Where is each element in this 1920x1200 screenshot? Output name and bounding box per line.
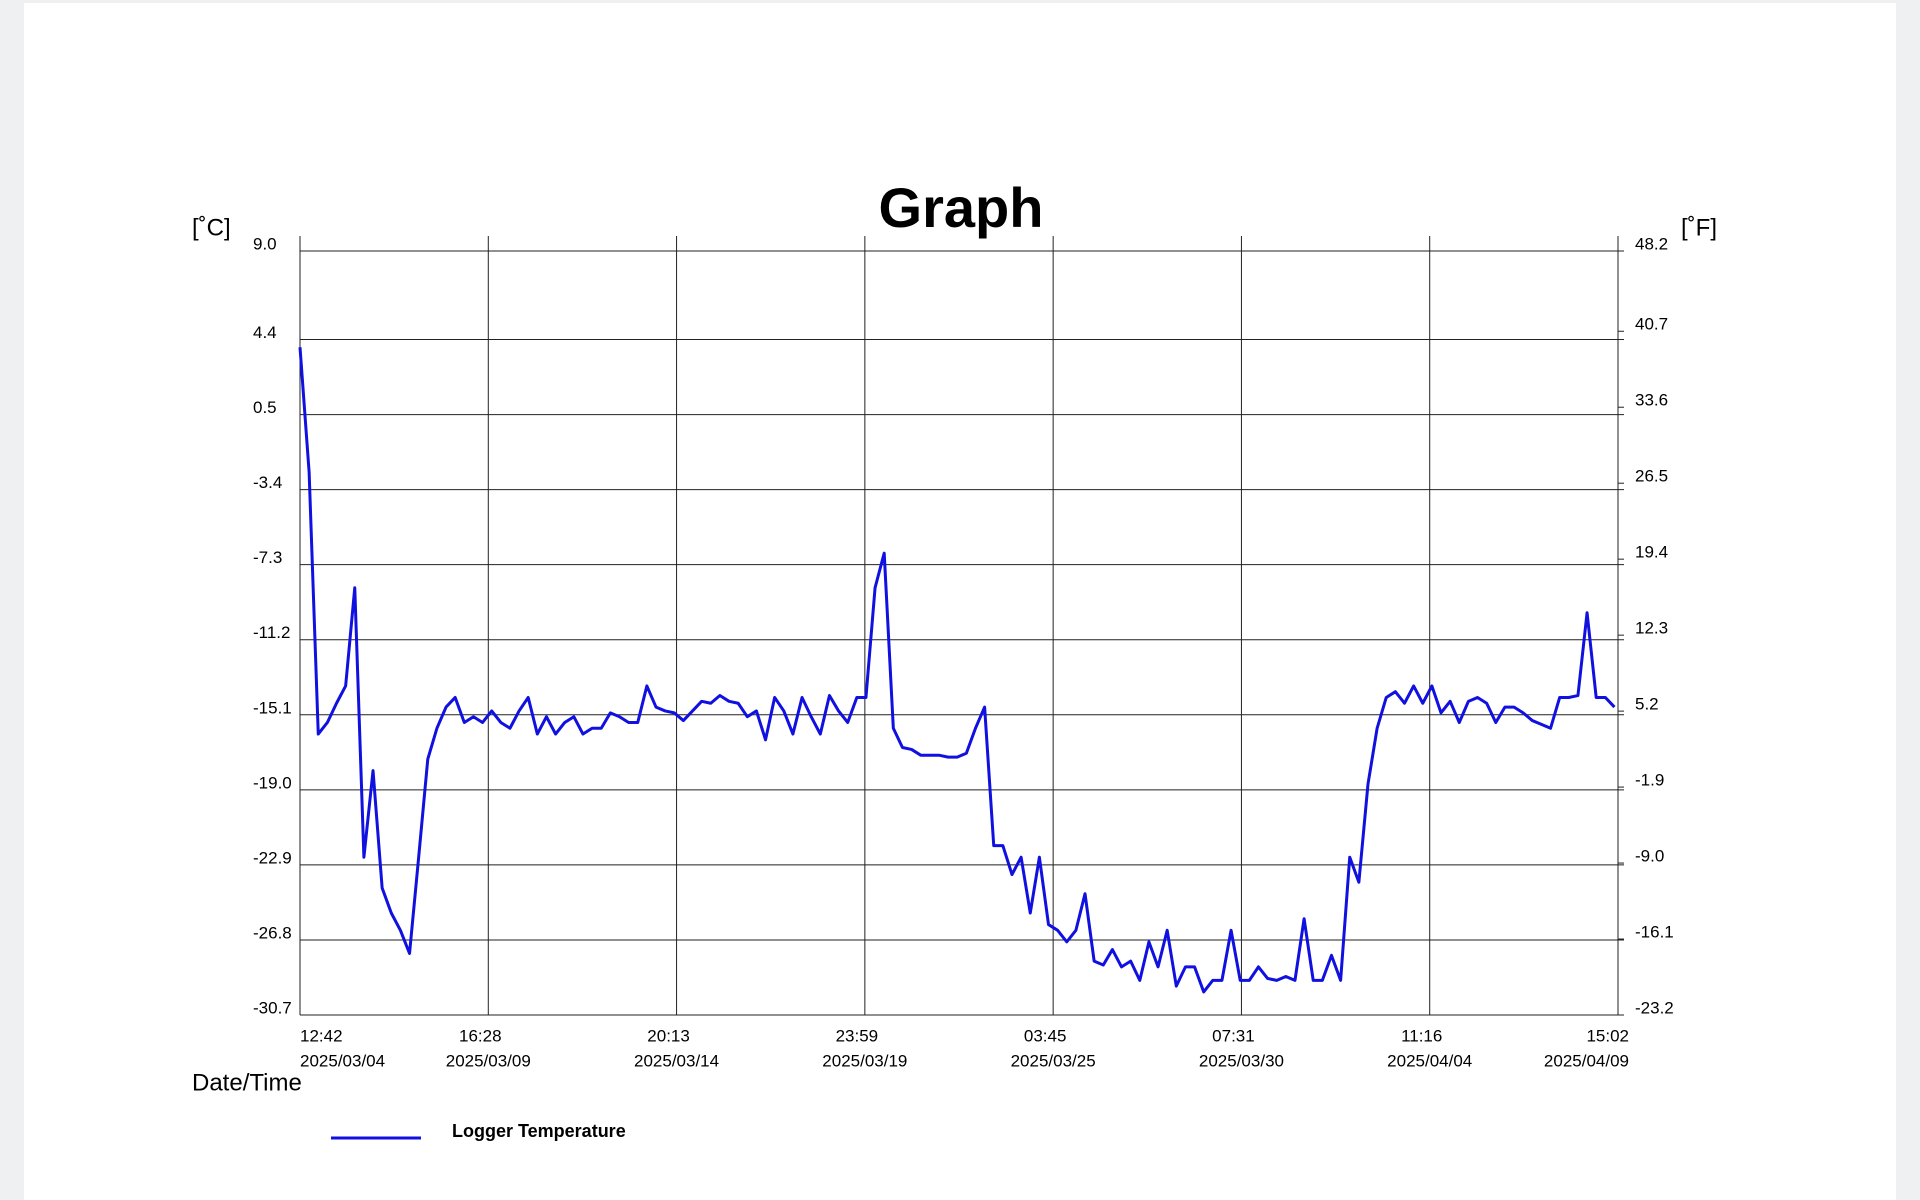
- y-tick-label: 4.4: [253, 323, 277, 342]
- x-tick-time: 23:59: [836, 1026, 879, 1045]
- y-tick-label: -30.7: [253, 998, 292, 1017]
- x-tick-date: 2025/04/04: [1387, 1051, 1472, 1070]
- y-tick-label: -19.0: [253, 773, 292, 792]
- chart-title: Graph: [879, 176, 1044, 239]
- x-tick-time: 15:02: [1586, 1026, 1629, 1045]
- y-tick-label: -15.1: [253, 698, 292, 717]
- x-tick-date: 2025/03/30: [1199, 1051, 1284, 1070]
- y-tick-label: -7.3: [253, 548, 282, 567]
- y-tick-label: 0.5: [253, 398, 277, 417]
- x-tick-time: 20:13: [647, 1026, 690, 1045]
- y2-tick-label: 33.6: [1635, 391, 1668, 410]
- x-tick-date: 2025/03/09: [446, 1051, 531, 1070]
- y2-tick-label: 19.4: [1635, 543, 1668, 562]
- x-axis-label: Date/Time: [192, 1069, 302, 1096]
- y2-tick-label: -23.2: [1635, 998, 1674, 1017]
- panel: [24, 3, 1896, 1200]
- y-tick-label: -22.9: [253, 848, 292, 867]
- data-line: [298, 347, 1616, 994]
- y2-tick-label: 12.3: [1635, 619, 1668, 638]
- legend-label: Logger Temperature: [452, 1121, 626, 1141]
- x-tick-time: 11:16: [1401, 1026, 1442, 1045]
- y-tick-label: -3.4: [253, 473, 282, 492]
- y2-tick-label: -1.9: [1635, 771, 1664, 790]
- y-tick-label: -11.2: [253, 623, 291, 642]
- y2-unit: [˚F]: [1681, 214, 1717, 241]
- x-tick-time: 07:31: [1212, 1026, 1255, 1045]
- y2-tick-label: 5.2: [1635, 695, 1659, 714]
- x-tick-time: 03:45: [1024, 1026, 1067, 1045]
- y-tick-label: -26.8: [253, 923, 292, 942]
- x-tick-date: 2025/03/14: [634, 1051, 719, 1070]
- y2-tick-label: -16.1: [1635, 923, 1674, 942]
- y2-tick-label: 26.5: [1635, 467, 1668, 486]
- y2-tick-label: 40.7: [1635, 315, 1668, 334]
- x-tick-date: 2025/03/25: [1011, 1051, 1096, 1070]
- y2-tick-label: -9.0: [1635, 847, 1664, 866]
- x-tick-time: 16:28: [459, 1026, 502, 1045]
- y-unit: [˚C]: [192, 214, 231, 241]
- x-tick-time: 12:42: [300, 1026, 343, 1045]
- x-tick-date: 2025/03/04: [300, 1051, 385, 1070]
- y2-tick-label: 48.2: [1635, 234, 1668, 253]
- x-tick-date: 2025/04/09: [1544, 1051, 1629, 1070]
- y-tick-label: 9.0: [253, 234, 277, 253]
- x-tick-date: 2025/03/19: [822, 1051, 907, 1070]
